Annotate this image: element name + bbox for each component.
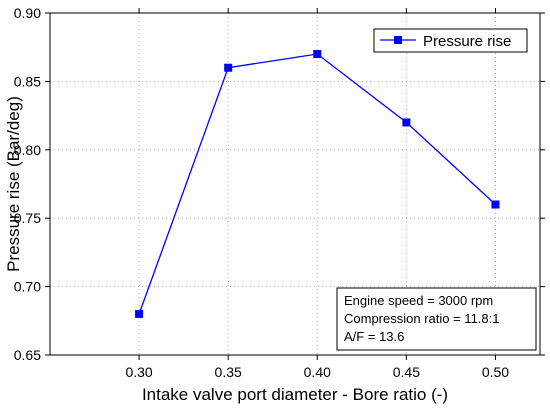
annotation-line-1: Engine speed = 3000 rpm bbox=[344, 293, 493, 308]
legend-box bbox=[373, 28, 528, 53]
legend: Pressure rise bbox=[373, 28, 528, 53]
y-tick-label: 0.70 bbox=[14, 279, 41, 295]
x-tick-label: 0.40 bbox=[304, 364, 331, 380]
data-point-marker bbox=[491, 200, 500, 209]
y-axis-label: Pressure rise (Bar/deg) bbox=[4, 96, 23, 272]
y-tick-label: 0.80 bbox=[14, 142, 41, 158]
annotation-line-2: Compression ratio = 11.8:1 bbox=[344, 311, 499, 326]
y-tick-label: 0.90 bbox=[14, 5, 41, 21]
legend-marker-icon bbox=[394, 36, 402, 44]
data-point-marker bbox=[224, 63, 233, 72]
data-point-marker bbox=[135, 309, 144, 318]
series-layer bbox=[135, 50, 500, 318]
annotation-line-3: A/F = 13.6 bbox=[344, 329, 404, 344]
axis-ticks: 0.65 0.70 0.75 0.80 0.85 0.90 0.30 0.35 0.40 0.45… bbox=[14, 5, 545, 380]
y-tick-label: 0.85 bbox=[14, 73, 41, 89]
plot-frame bbox=[49, 12, 541, 356]
y-tick-label: 0.65 bbox=[14, 347, 41, 363]
data-point-marker bbox=[313, 50, 322, 59]
y-tick-label: 0.75 bbox=[14, 210, 41, 226]
legend-label: Pressure rise bbox=[423, 33, 511, 50]
annotation-box: Engine speed = 3000 rpm Compression rati… bbox=[336, 287, 537, 351]
x-tick-label: 0.30 bbox=[125, 364, 152, 380]
x-axis-label: Intake valve port diameter - Bore ratio … bbox=[142, 385, 448, 404]
x-tick-label: 0.50 bbox=[482, 364, 509, 380]
x-tick-label: 0.45 bbox=[393, 364, 420, 380]
annotation-frame bbox=[336, 287, 537, 351]
data-point-marker bbox=[402, 118, 411, 127]
grid-lines bbox=[50, 12, 540, 356]
x-tick-label: 0.35 bbox=[215, 364, 242, 380]
